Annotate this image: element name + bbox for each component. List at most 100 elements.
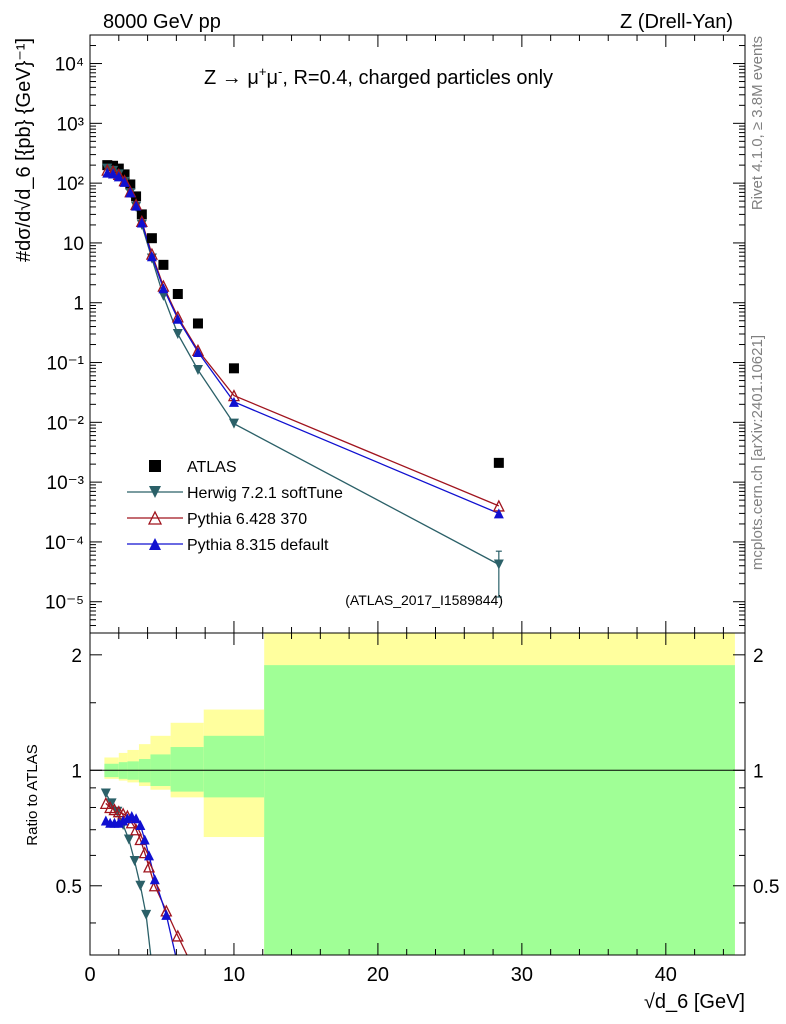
main-line-2 [107,169,500,507]
main-axes: 10⁻⁵ 10⁻⁴ 10⁻³ 10⁻² 10⁻¹ 1 10 10² 10³ 10⁴ [45,34,745,634]
main-point-3-9 [172,313,183,324]
ratio-point-0-6 [135,880,146,891]
main-point-3-3 [119,176,130,187]
title-prefix: Z → μ [204,67,259,89]
analysis-id: (ATLAS_2017_I1589844) [345,592,503,608]
ratio-point-1-0 [99,796,112,810]
header-left: 8000 GeV pp [103,11,221,33]
legend-marker-3 [149,538,161,550]
main-point-0-8 [158,259,169,270]
legend-marker-2 [147,510,163,525]
title-text: Z → μ+μ-, R=0.4, charged particles only [204,64,553,89]
main-point-0-5 [131,191,142,202]
main-y-label: #dσ/d√d_6 [{pb} {GeV}⁻¹] [13,38,35,262]
ratio-xtick-label-2: 20 [367,964,389,986]
ratio-point-0-5 [129,856,140,867]
main-point-1-8 [158,290,169,301]
legend: ATLAS Herwig 7.2.1 softTune Pythia 6.428 3… [127,459,343,554]
ratio-axes: 0.5 0.51 12 20 10 20 30 40 [56,633,779,986]
main-line-1 [107,167,500,566]
ratio-point-1-11 [148,879,161,892]
main-point-1-10 [192,365,203,376]
main-ytick-label-7: 10² [57,174,84,195]
main-point-3-2 [113,171,124,182]
ratio-point-1-10 [142,860,156,873]
ratio-point-2-11 [149,874,160,885]
ratio-band-green-5 [170,747,204,792]
legend-marker-1 [149,486,161,498]
main-point-0-10 [192,318,203,329]
main-ytick-label-2: 10⁻³ [47,473,85,494]
title-mu-sup: + [259,64,267,79]
ratio-point-2-12 [161,909,172,920]
ratio-band-green-6 [203,735,265,798]
main-point-3-4 [125,187,136,198]
main-point-3-7 [146,251,157,262]
main-ytick-label-8: 10³ [57,114,84,135]
main-point-0-6 [136,209,147,220]
main-line-3 [107,171,500,514]
main-series-markers [101,160,505,570]
ratio-frame [89,632,746,956]
rivet-label: Rivet 4.1.0, ≥ 3.8M events [749,36,766,210]
main-point-1-9 [172,329,183,339]
main-point-1-12 [493,559,504,570]
main-point-0-11 [228,363,239,374]
ratio-ytick-label-r-2: 2 [753,646,764,667]
main-point-3-8 [158,283,169,294]
ratio-ytick-label-1: 1 [71,761,82,782]
main-point-0-4 [125,179,136,190]
title-mu-sub-sup: - [278,64,282,79]
ratio-ytick-label-r-1: 1 [753,761,764,782]
legend-label-1: Herwig 7.2.1 softTune [187,485,343,502]
ratio-point-0-4 [123,834,134,845]
ratio-xtick-label-3: 30 [511,964,533,986]
ratio-point-1-9 [138,846,151,859]
ratio-xtick-label-0: 0 [84,964,95,986]
legend-label-3: Pythia 8.315 default [187,537,329,554]
x-axis-label: √d_6 [GeV] [644,991,745,1013]
ratio-series-markers [99,788,184,942]
main-series-lines [107,167,502,598]
legend-marker-0 [149,460,161,472]
main-ytick-label-4: 10⁻¹ [47,354,85,375]
ratio-xtick-label-1: 10 [223,964,245,986]
ratio-point-0-7 [141,909,152,920]
main-ytick-label-9: 10⁴ [55,55,84,76]
legend-label-2: Pythia 6.428 370 [187,511,307,528]
ratio-point-2-8 [135,820,146,831]
ratio-y-label: Ratio to ATLAS [24,744,41,845]
ratio-point-2-7 [131,813,142,824]
main-point-1-11 [228,418,239,429]
main-point-3-6 [136,217,147,228]
ratio-point-2-9 [139,834,150,845]
mcplots-label: mcplots.cern.ch [arXiv:2401.10621] [749,335,766,570]
main-ytick-label-1: 10⁻⁴ [45,533,84,554]
ratio-point-0-0 [100,788,111,799]
main-point-0-12 [493,457,504,468]
main-ytick-label-6: 10 [63,234,84,255]
main-point-3-11 [228,396,239,407]
main-ytick-label-3: 10⁻² [47,413,85,434]
main-point-0-7 [146,233,157,244]
header-right: Z (Drell-Yan) [620,11,733,33]
main-point-3-12 [493,508,504,519]
main-point-3-5 [131,200,142,211]
title-mu: μ [266,67,278,89]
ratio-ytick-label-0: 0.5 [56,877,82,898]
ratio-band-green-7 [264,665,735,955]
ratio-ytick-label-r-0: 0.5 [753,877,779,898]
ratio-point-1-13 [171,929,184,942]
legend-label-0: ATLAS [187,459,237,476]
main-ytick-label-5: 1 [73,294,84,315]
ratio-point-2-10 [144,850,155,861]
ratio-bands [104,633,735,955]
main-point-0-9 [172,288,183,299]
title-suffix: , R=0.4, charged particles only [282,67,553,89]
ratio-point-0-1 [106,798,117,809]
main-ytick-label-0: 10⁻⁵ [45,593,84,614]
ratio-ytick-label-2: 2 [71,646,82,667]
ratio-xtick-label-4: 40 [655,964,677,986]
main-point-3-10 [192,347,203,358]
